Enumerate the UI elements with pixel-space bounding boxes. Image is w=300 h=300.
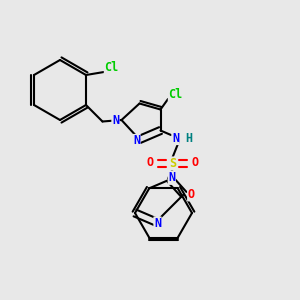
- Text: O: O: [188, 188, 195, 201]
- Text: S: S: [169, 157, 176, 170]
- Text: N: N: [172, 131, 179, 145]
- Text: O: O: [146, 156, 154, 170]
- Text: H: H: [185, 131, 193, 145]
- Text: N: N: [133, 134, 140, 148]
- Text: N: N: [112, 113, 119, 127]
- Text: N: N: [168, 171, 175, 184]
- Text: Cl: Cl: [168, 88, 183, 101]
- Text: O: O: [191, 156, 199, 170]
- Text: Cl: Cl: [104, 61, 118, 74]
- Text: N: N: [154, 217, 161, 230]
